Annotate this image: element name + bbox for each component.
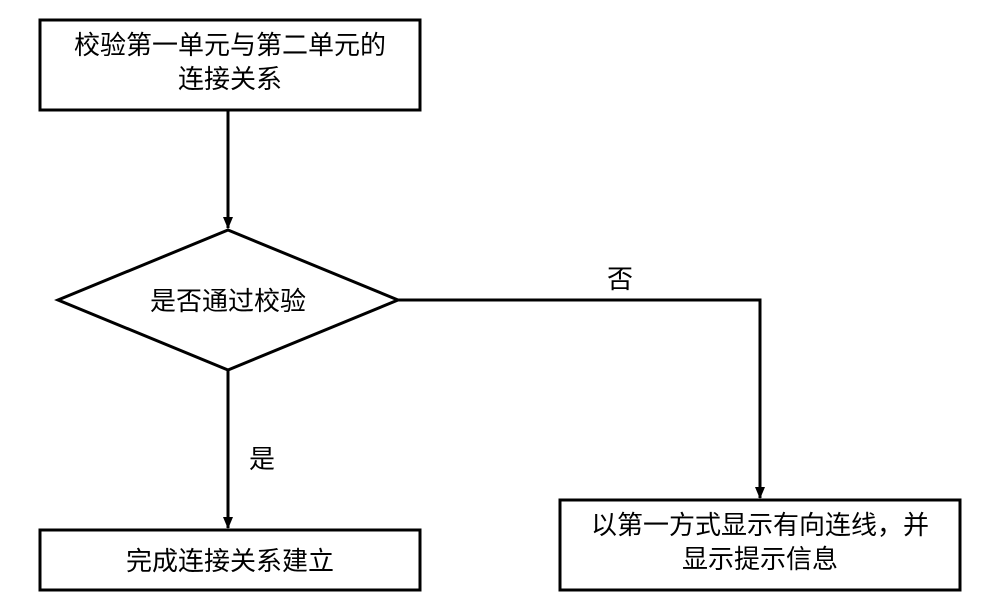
node-connection-established: 完成连接关系建立 <box>40 530 420 590</box>
box-text: 完成连接关系建立 <box>126 547 334 576</box>
edge-label-yes: 是 <box>249 445 275 474</box>
edge-label-no: 否 <box>607 265 633 294</box>
node-display-prompt: 以第一方式显示有向连线，并 显示提示信息 <box>560 500 960 590</box>
node-decision: 是否通过校验 <box>58 230 398 370</box>
box-text-line2: 显示提示信息 <box>682 545 838 574</box>
edge-decision-yes: 是 <box>228 370 275 528</box>
box-text-line2: 连接关系 <box>178 65 282 94</box>
box-text-line1: 以第一方式显示有向连线，并 <box>591 511 929 540</box>
box-text-line1: 校验第一单元与第二单元的 <box>74 31 386 60</box>
node-verify-connection: 校验第一单元与第二单元的 连接关系 <box>40 20 420 110</box>
edge-decision-no: 否 <box>398 265 760 498</box>
decision-text: 是否通过校验 <box>150 287 306 316</box>
arrow-polyline <box>398 300 760 498</box>
